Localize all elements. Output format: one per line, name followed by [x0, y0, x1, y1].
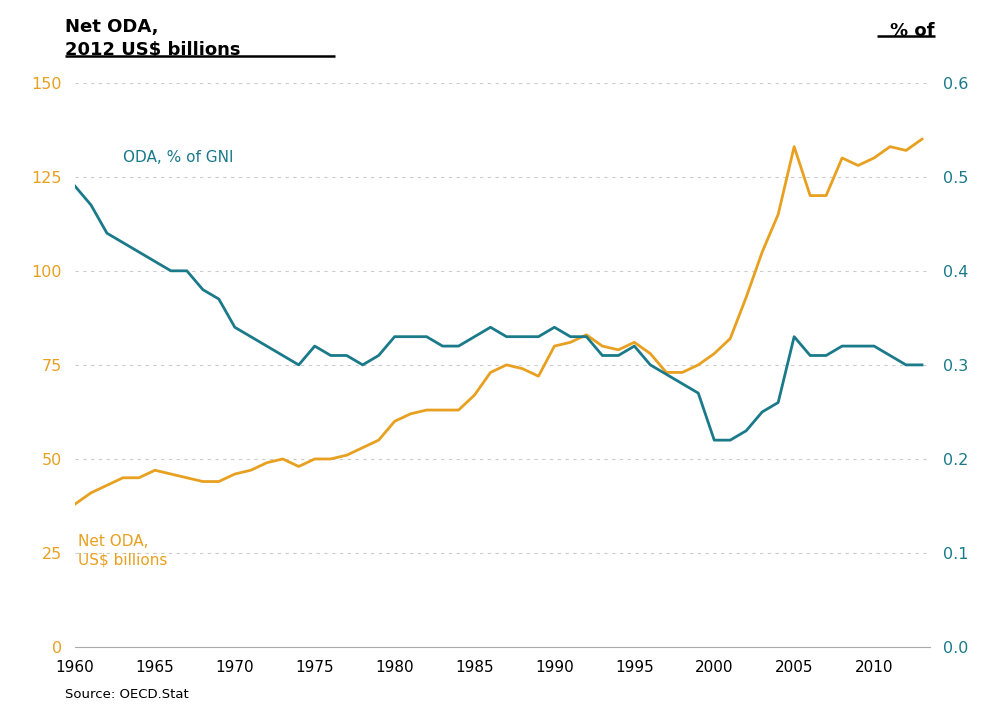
- Text: Net ODA,
2012 US$ billions: Net ODA, 2012 US$ billions: [65, 18, 240, 59]
- Text: Source: OECD.Stat: Source: OECD.Stat: [65, 688, 189, 701]
- Text: % of: % of: [891, 22, 935, 40]
- Text: ODA, % of GNI: ODA, % of GNI: [123, 150, 233, 165]
- Text: Net ODA,
US$ billions: Net ODA, US$ billions: [78, 534, 168, 568]
